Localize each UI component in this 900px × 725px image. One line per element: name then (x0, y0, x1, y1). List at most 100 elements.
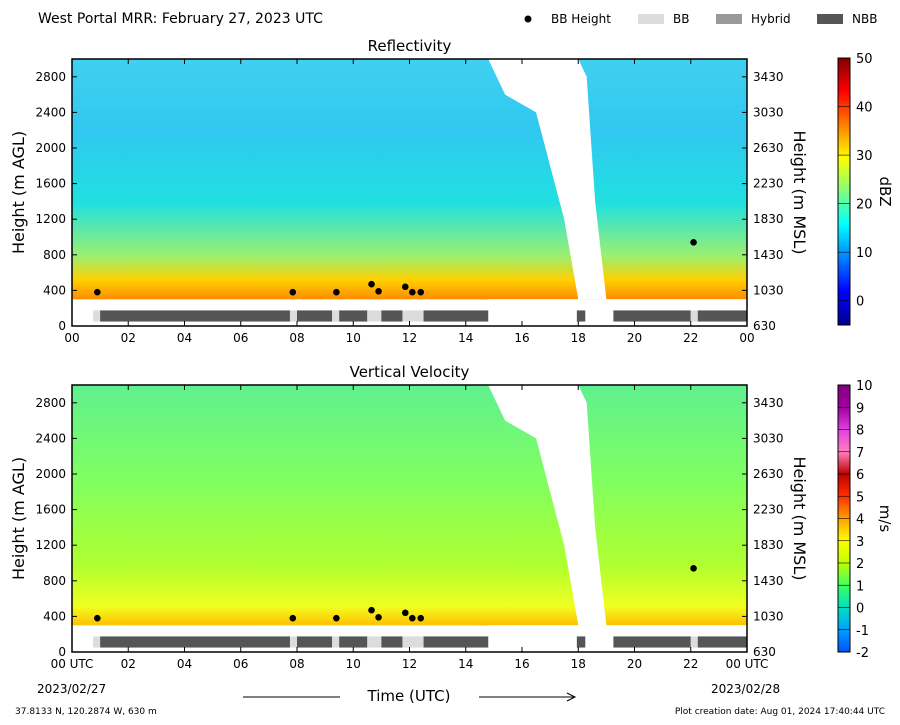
bb-height-point (401, 283, 409, 291)
bb-type-segment-bb (93, 310, 101, 322)
y-tick-label-right: 1430 (753, 574, 784, 588)
x-tick-label: 14 (458, 657, 473, 671)
bb-height-point (417, 288, 425, 296)
data-field-velocity (72, 385, 747, 628)
colorbar-tick-label: 40 (856, 101, 873, 116)
y-axis-label-right: Height (m MSL) (790, 456, 809, 580)
x-tick-label: 04 (177, 331, 192, 345)
bb-type-segment-nbb (613, 310, 691, 322)
bb-height-point (690, 239, 697, 246)
echo-gap-reflectivity (488, 59, 607, 300)
bb-type-segment-bb (289, 636, 297, 648)
bb-type-segment-nbb (576, 636, 586, 648)
y-tick-label-right: 3430 (753, 70, 784, 84)
panel-title-reflectivity: Reflectivity (368, 37, 452, 55)
y-tick-label-right: 3430 (753, 396, 784, 410)
legend-label-hybrid: Hybrid (751, 12, 791, 26)
y-tick-label: 1600 (35, 177, 66, 191)
x-tick-label: 02 (121, 331, 136, 345)
y-tick-label: 2800 (35, 396, 66, 410)
bb-type-segment-bb (289, 310, 297, 322)
bb-type-segment-bb (402, 636, 424, 648)
x-tick-label: 14 (458, 331, 473, 345)
start-date-label: 2023/02/27 (37, 682, 106, 696)
x-tick-label: 00 UTC (51, 657, 94, 671)
x-tick-label: 10 (346, 657, 361, 671)
y-tick-label: 2400 (35, 105, 66, 119)
x-axis-label: Time (UTC) (367, 687, 451, 705)
colorbar-tick-label: 20 (856, 198, 873, 213)
bb-type-segment-nbb (100, 636, 290, 648)
xlabel-arrowhead (566, 692, 577, 702)
bb-type-segment-nbb (613, 636, 691, 648)
bb-type-segment-bb (402, 310, 424, 322)
y-tick-label: 1600 (35, 503, 66, 517)
x-tick-label: 12 (402, 331, 417, 345)
bb-height-point (417, 614, 425, 622)
end-date-label: 2023/02/28 (711, 682, 780, 696)
bb-type-segment-bb (93, 636, 101, 648)
y-tick-label: 2800 (35, 70, 66, 84)
y-tick-label-right: 2630 (753, 141, 784, 155)
y-axis-label-right: Height (m MSL) (790, 130, 809, 254)
x-tick-label: 10 (346, 331, 361, 345)
bb-type-segment-nbb (297, 636, 333, 648)
x-tick-label: 06 (233, 657, 248, 671)
x-tick-label: 18 (571, 657, 586, 671)
colorbar-tick-label: -2 (856, 646, 869, 661)
legend-swatch-nbb (817, 14, 843, 24)
bb-type-segment-nbb (423, 310, 489, 322)
y-tick-label: 400 (43, 609, 66, 623)
y-axis-label-left: Height (m AGL) (9, 457, 28, 580)
colorbar-tick-label: 7 (856, 446, 864, 461)
colorbar-reflectivity (837, 57, 851, 326)
bb-type-segment-nbb (697, 636, 747, 648)
y-tick-label: 800 (43, 574, 66, 588)
y-tick-label: 400 (43, 283, 66, 297)
echo-gap-velocity (488, 385, 607, 626)
x-tick-label: 02 (121, 657, 136, 671)
colorbar-tick-label: 5 (856, 490, 864, 505)
bb-height-point (368, 280, 375, 288)
bb-height-point (94, 288, 101, 296)
colorbar-tick-label: 0 (856, 295, 864, 310)
bb-type-segment-bb (332, 310, 340, 322)
x-tick-label: 20 (627, 331, 642, 345)
x-tick-label: 16 (514, 331, 529, 345)
y-tick-label: 2000 (35, 141, 66, 155)
colorbar-tick-label: 4 (856, 513, 864, 528)
bb-type-segment-nbb (697, 310, 747, 322)
creation-date-label: Plot creation date: Aug 01, 2024 17:40:4… (675, 707, 885, 717)
bb-height-point (94, 614, 101, 622)
bb-height-point (375, 613, 382, 621)
bb-type-segment-nbb (423, 636, 489, 648)
lowest-gate-gap-velocity (488, 625, 747, 628)
y-tick-label-right: 2630 (753, 467, 784, 481)
bb-type-segment-nbb (339, 310, 368, 322)
legend-label-nbb: NBB (852, 12, 877, 26)
bb-type-segment-bb (690, 636, 698, 648)
y-axis-label-left: Height (m AGL) (9, 131, 28, 254)
colorbar-label-velocity: m/s (876, 505, 894, 533)
x-tick-label: 06 (233, 331, 248, 345)
colorbar-tick-label: 8 (856, 424, 864, 439)
colorbar-tick-label: -1 (856, 624, 869, 639)
colorbar-tick-label: 9 (856, 401, 864, 416)
y-tick-label-right: 3030 (753, 431, 784, 445)
bb-height-point (401, 609, 409, 617)
bb-height-point (368, 606, 375, 614)
y-tick-label-right: 2230 (753, 177, 784, 191)
x-tick-label: 12 (402, 657, 417, 671)
colorbar-tick-label: 50 (856, 52, 873, 67)
bb-height-point (333, 288, 340, 296)
colorbar-tick-label: 3 (856, 535, 864, 550)
data-region-velocity (72, 385, 489, 626)
bb-type-segment-nbb (339, 636, 368, 648)
y-tick-label: 800 (43, 248, 66, 262)
x-tick-label: 08 (289, 331, 304, 345)
bb-height-point (409, 288, 416, 296)
data-field-reflectivity (72, 59, 747, 302)
